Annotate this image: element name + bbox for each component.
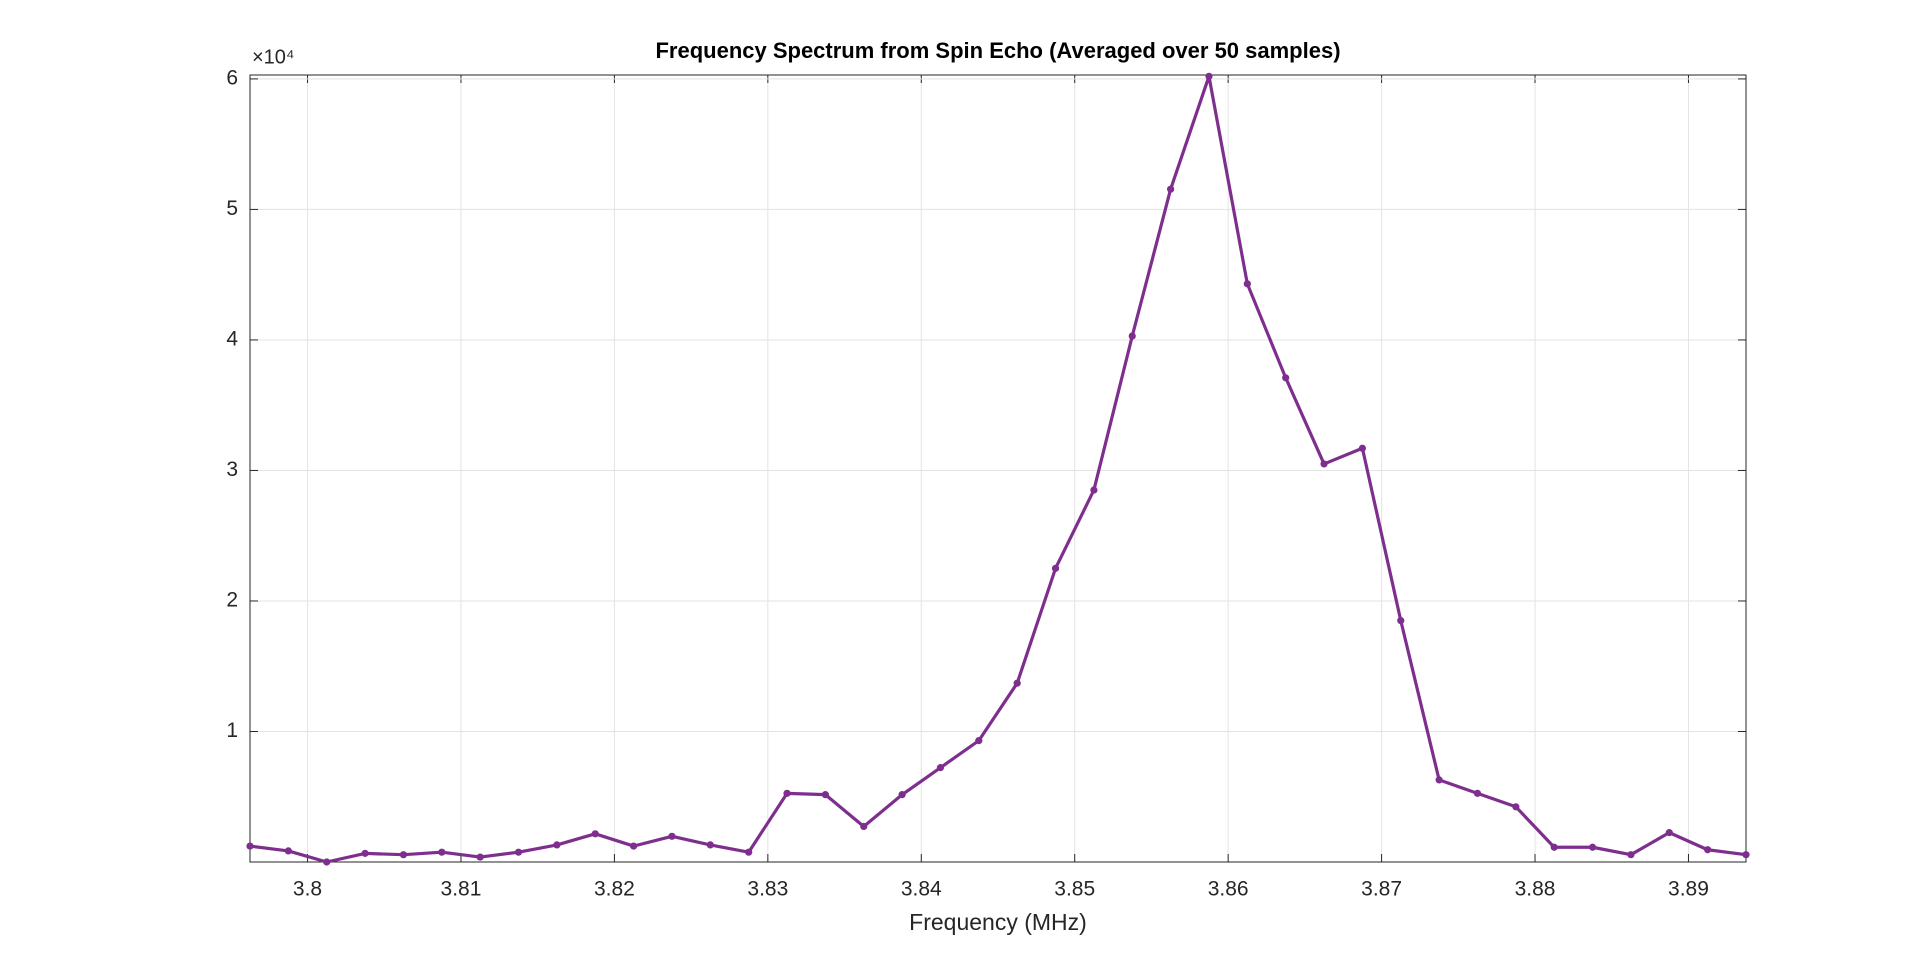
x-tick-label: 3.87 xyxy=(1361,878,1402,901)
data-point xyxy=(438,848,446,856)
data-point xyxy=(936,764,945,772)
data-point xyxy=(629,842,638,850)
data-point xyxy=(1205,72,1213,80)
data-point xyxy=(514,848,523,856)
y-tick-label: 6 xyxy=(226,66,238,89)
data-point xyxy=(706,841,714,849)
data-point xyxy=(1167,185,1175,193)
x-tick-label: 3.85 xyxy=(1054,878,1095,901)
y-tick-label: 5 xyxy=(226,197,238,220)
data-point xyxy=(1358,444,1367,452)
data-point xyxy=(361,849,369,857)
data-point xyxy=(668,832,676,840)
x-tick-label: 3.86 xyxy=(1208,878,1249,901)
y-tick-label: 3 xyxy=(226,458,238,481)
x-axis-label: Frequency (MHz) xyxy=(909,909,1087,935)
data-point xyxy=(1243,280,1251,288)
chart-title: Frequency Spectrum from Spin Echo (Avera… xyxy=(655,38,1340,63)
y-tick-label: 2 xyxy=(226,589,238,612)
data-point xyxy=(1473,789,1482,797)
data-point xyxy=(1742,851,1750,859)
data-point xyxy=(284,847,292,855)
data-point xyxy=(1090,486,1098,494)
x-tick-label: 3.89 xyxy=(1668,878,1709,901)
data-point xyxy=(745,848,753,856)
y-tick-label: 4 xyxy=(226,327,238,350)
data-point xyxy=(1320,460,1328,468)
x-tick-label: 3.82 xyxy=(594,878,635,901)
x-tick-label: 3.84 xyxy=(901,878,942,901)
data-point xyxy=(1051,564,1060,572)
data-point xyxy=(1013,679,1021,687)
data-point xyxy=(1627,851,1635,859)
data-point xyxy=(323,858,331,866)
data-point xyxy=(1397,616,1405,625)
plot-frame xyxy=(249,74,1747,863)
data-point xyxy=(975,737,983,745)
data-point xyxy=(1665,829,1673,837)
data-point xyxy=(783,789,791,797)
data-point xyxy=(821,791,829,799)
data-point xyxy=(1512,803,1520,811)
y-multiplier: ×10⁴ xyxy=(252,46,295,68)
y-tick-label: 1 xyxy=(226,719,238,742)
data-point xyxy=(860,822,868,831)
x-tick-label: 3.81 xyxy=(441,878,482,901)
data-line xyxy=(249,74,1747,864)
data-point xyxy=(399,851,408,859)
x-tick-label: 3.88 xyxy=(1515,878,1556,901)
data-point xyxy=(1435,776,1443,784)
data-point xyxy=(476,853,484,861)
data-point xyxy=(1128,332,1136,340)
data-point xyxy=(1550,843,1558,851)
x-tick-label: 3.8 xyxy=(293,878,322,901)
data-point xyxy=(898,791,906,799)
data-point xyxy=(246,842,254,850)
x-tick-label: 3.83 xyxy=(747,878,788,901)
data-point xyxy=(1282,374,1290,382)
data-point xyxy=(1588,843,1597,851)
data-point xyxy=(591,830,599,838)
data-point xyxy=(553,841,561,849)
data-point xyxy=(1704,846,1712,854)
